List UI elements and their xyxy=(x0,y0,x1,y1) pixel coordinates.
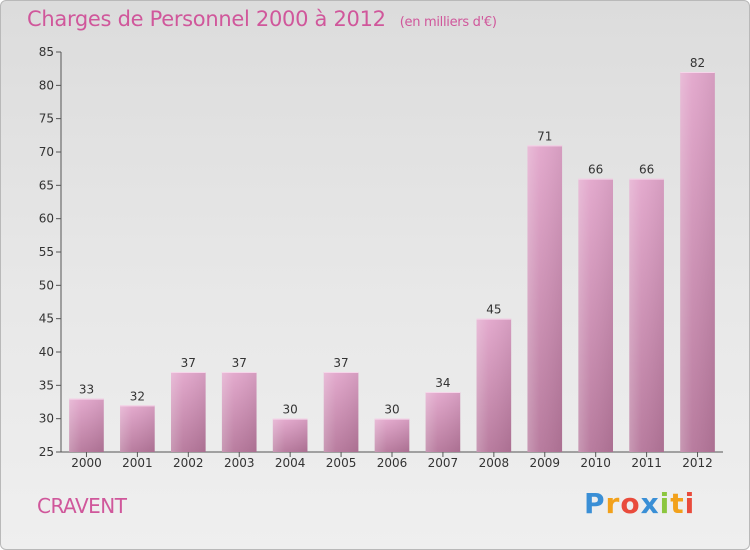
bar-shine xyxy=(476,318,512,452)
y-tick-label: 60 xyxy=(39,212,54,226)
x-tick-label: 2010 xyxy=(580,456,611,470)
bar-shine xyxy=(69,398,104,452)
data-label: 37 xyxy=(181,356,196,370)
data-label: 30 xyxy=(283,403,298,417)
logo-letter: r xyxy=(605,487,621,520)
bar-2007 xyxy=(425,392,461,452)
x-tick-label: 2011 xyxy=(631,456,662,470)
chart-bars xyxy=(69,72,715,453)
bar-2009 xyxy=(527,145,563,453)
bar-shine xyxy=(272,418,308,452)
y-tick-label: 75 xyxy=(39,112,54,126)
y-tick-label: 30 xyxy=(39,412,54,426)
logo-letter: i xyxy=(684,487,696,520)
chart-title-text: Charges de Personnel 2000 à 2012 xyxy=(27,7,386,31)
x-tick-label: 2006 xyxy=(377,456,408,470)
y-tick-label: 55 xyxy=(39,245,54,259)
x-tick-label: 2001 xyxy=(122,456,153,470)
data-label: 33 xyxy=(79,383,94,397)
bar-shine xyxy=(120,405,155,452)
x-tick-label: 2004 xyxy=(275,456,306,470)
bar-shine xyxy=(578,178,614,452)
data-label: 66 xyxy=(639,163,654,177)
y-tick-label: 40 xyxy=(39,345,54,359)
logo-letter: P xyxy=(584,487,606,520)
bar-shine xyxy=(527,145,563,453)
bar-2006 xyxy=(374,418,410,452)
bar-2000 xyxy=(69,398,104,452)
data-label: 66 xyxy=(588,163,603,177)
x-tick-label: 2003 xyxy=(224,456,255,470)
bar-shine xyxy=(170,372,206,452)
bar-2003 xyxy=(221,372,257,452)
data-label: 30 xyxy=(384,403,399,417)
y-tick-label: 50 xyxy=(39,278,54,292)
bar-2002 xyxy=(170,372,206,452)
chart-subtitle: (en milliers d'€) xyxy=(399,15,497,30)
x-tick-label: 2008 xyxy=(479,456,510,470)
proxiti-logo: Proxiti xyxy=(584,487,695,520)
chart-title: Charges de Personnel 2000 à 2012 (en mill… xyxy=(27,7,497,31)
bar-shine xyxy=(221,372,257,452)
data-label: 34 xyxy=(435,376,450,390)
x-tick-label: 2009 xyxy=(529,456,560,470)
bar-2010 xyxy=(578,178,614,452)
y-tick-label: 70 xyxy=(39,145,54,159)
data-label: 45 xyxy=(486,303,501,317)
y-tick-label: 65 xyxy=(39,178,54,192)
chart-data-labels: 33 32 37 37 30 37 30 34 45 71 66 66 82 xyxy=(79,56,705,417)
data-label: 32 xyxy=(130,389,145,403)
commune-name: CRAVENT xyxy=(37,494,127,518)
y-tick-label: 25 xyxy=(39,445,54,459)
logo-letter: i xyxy=(659,487,671,520)
data-label: 37 xyxy=(232,356,247,370)
y-tick-label: 35 xyxy=(39,378,54,392)
y-tick-label: 45 xyxy=(39,312,54,326)
bar-shine xyxy=(374,418,410,452)
bar-shine xyxy=(323,372,359,452)
bar-2005 xyxy=(323,372,359,452)
x-tick-label: 2007 xyxy=(428,456,459,470)
x-tick-label: 2005 xyxy=(326,456,357,470)
bar-2011 xyxy=(629,178,664,452)
bar-shine xyxy=(425,392,461,452)
data-label: 82 xyxy=(690,56,705,70)
bar-2004 xyxy=(272,418,308,452)
bar-2012 xyxy=(680,72,715,452)
bar-shine xyxy=(629,178,664,452)
logo-letter: t xyxy=(670,487,685,520)
bar-shine xyxy=(680,72,715,452)
chart-axes: 25 30 35 40 45 50 55 60 65 70 75 80 85 2000 2001 2002 20… xyxy=(39,45,723,470)
bar-2008 xyxy=(476,318,512,452)
x-tick-label: 2000 xyxy=(71,456,102,470)
y-tick-label: 85 xyxy=(39,45,54,59)
data-label: 37 xyxy=(333,356,348,370)
x-tick-label: 2002 xyxy=(173,456,204,470)
logo-letter: o xyxy=(620,487,641,520)
logo-letter: x xyxy=(640,487,660,520)
bar-2001 xyxy=(120,405,155,452)
x-tick-label: 2012 xyxy=(682,456,713,470)
data-label: 71 xyxy=(537,129,552,143)
y-tick-label: 80 xyxy=(39,78,54,92)
